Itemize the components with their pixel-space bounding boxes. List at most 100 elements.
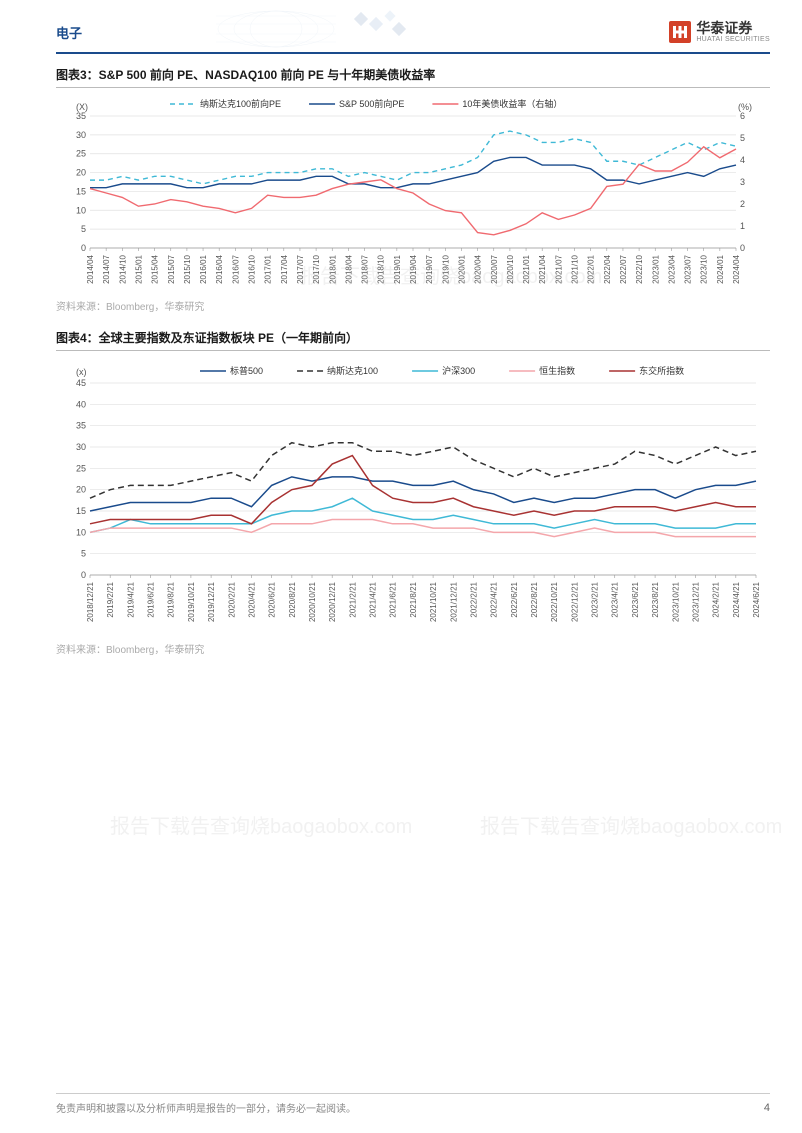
svg-text:2: 2 <box>740 199 745 209</box>
company-logo: 华泰证券 HUATAI SECURITIES <box>668 20 770 44</box>
svg-text:30: 30 <box>76 130 86 140</box>
svg-text:2019/07: 2019/07 <box>425 254 434 283</box>
svg-text:S&P 500前向PE: S&P 500前向PE <box>339 98 404 109</box>
svg-text:2017/04: 2017/04 <box>280 254 289 283</box>
svg-text:2018/12/21: 2018/12/21 <box>86 581 95 622</box>
svg-text:25: 25 <box>76 149 86 159</box>
svg-text:20: 20 <box>76 485 86 495</box>
svg-text:4: 4 <box>740 155 745 165</box>
svg-text:2021/04: 2021/04 <box>538 254 547 283</box>
svg-text:5: 5 <box>81 549 86 559</box>
svg-text:2020/10: 2020/10 <box>506 254 515 283</box>
svg-text:1: 1 <box>740 221 745 231</box>
svg-text:2021/01: 2021/01 <box>522 254 531 283</box>
svg-text:10: 10 <box>76 527 86 537</box>
svg-text:25: 25 <box>76 463 86 473</box>
svg-text:0: 0 <box>740 243 745 253</box>
svg-text:2021/4/21: 2021/4/21 <box>369 581 378 617</box>
svg-text:2018/07: 2018/07 <box>361 254 370 283</box>
chart3-title: 图表3：S&P 500 前向 PE、NASDAQ100 前向 PE 与十年期美债… <box>56 66 770 88</box>
logo-text-block: 华泰证券 HUATAI SECURITIES <box>696 21 770 43</box>
svg-text:2020/6/21: 2020/6/21 <box>268 581 277 617</box>
svg-text:2020/10/21: 2020/10/21 <box>308 581 317 622</box>
svg-text:2017/01: 2017/01 <box>264 254 273 283</box>
svg-text:纳斯达克100前向PE: 纳斯达克100前向PE <box>200 98 281 109</box>
page-footer: 免责声明和披露以及分析师声明是报告的一部分，请务必一起阅读。 4 <box>56 1093 770 1115</box>
svg-text:2024/2/21: 2024/2/21 <box>712 581 721 617</box>
header-rule <box>56 52 770 54</box>
svg-text:2020/8/21: 2020/8/21 <box>288 581 297 617</box>
svg-text:2020/07: 2020/07 <box>490 254 499 283</box>
svg-text:2019/4/21: 2019/4/21 <box>126 581 135 617</box>
footer-page-number: 4 <box>764 1102 770 1114</box>
svg-text:2022/01: 2022/01 <box>587 254 596 283</box>
svg-text:(%): (%) <box>738 102 752 112</box>
svg-text:2019/10: 2019/10 <box>441 254 450 283</box>
svg-text:恒生指数: 恒生指数 <box>539 365 575 376</box>
svg-text:2023/10/21: 2023/10/21 <box>671 581 680 622</box>
svg-text:3: 3 <box>740 177 745 187</box>
svg-text:35: 35 <box>76 421 86 431</box>
svg-text:2014/07: 2014/07 <box>102 254 111 283</box>
svg-text:2019/04: 2019/04 <box>409 254 418 283</box>
svg-text:2015/04: 2015/04 <box>151 254 160 283</box>
svg-text:2021/10: 2021/10 <box>571 254 580 283</box>
svg-text:2023/12/21: 2023/12/21 <box>691 581 700 622</box>
svg-text:2021/12/21: 2021/12/21 <box>449 581 458 622</box>
svg-text:2022/6/21: 2022/6/21 <box>510 581 519 617</box>
svg-text:2022/12/21: 2022/12/21 <box>570 581 579 622</box>
svg-text:2023/8/21: 2023/8/21 <box>651 581 660 617</box>
svg-text:2024/6/21: 2024/6/21 <box>752 581 761 617</box>
svg-text:2015/07: 2015/07 <box>167 254 176 283</box>
svg-text:2015/01: 2015/01 <box>134 254 143 283</box>
svg-text:2022/10: 2022/10 <box>635 254 644 283</box>
svg-text:6: 6 <box>740 111 745 121</box>
svg-text:2023/2/21: 2023/2/21 <box>591 581 600 617</box>
svg-text:2022/07: 2022/07 <box>619 254 628 283</box>
chart3-canvas: 051015202530350123456(X)(%)2014/042014/0… <box>56 94 770 294</box>
chart4-source: 资料来源：Bloomberg，华泰研究 <box>56 641 770 656</box>
svg-text:2024/01: 2024/01 <box>716 254 725 283</box>
svg-text:标普500: 标普500 <box>230 365 263 376</box>
svg-text:沪深300: 沪深300 <box>442 365 475 376</box>
svg-text:2021/8/21: 2021/8/21 <box>409 581 418 617</box>
svg-text:东交所指数: 东交所指数 <box>639 365 684 376</box>
svg-text:2020/4/21: 2020/4/21 <box>247 581 256 617</box>
svg-text:2022/10/21: 2022/10/21 <box>550 581 559 622</box>
svg-text:20: 20 <box>76 168 86 178</box>
watermark-3: 报告下载告查询烧baogaobox.com <box>480 810 782 839</box>
logo-icon <box>668 20 692 44</box>
svg-text:10: 10 <box>76 205 86 215</box>
svg-text:0: 0 <box>81 243 86 253</box>
svg-text:15: 15 <box>76 186 86 196</box>
svg-text:2019/2/21: 2019/2/21 <box>106 581 115 617</box>
svg-text:2023/04: 2023/04 <box>667 254 676 283</box>
svg-text:2021/10/21: 2021/10/21 <box>429 581 438 622</box>
svg-text:2020/01: 2020/01 <box>457 254 466 283</box>
svg-text:(x): (x) <box>76 367 87 377</box>
svg-text:2023/01: 2023/01 <box>651 254 660 283</box>
svg-text:2022/04: 2022/04 <box>603 254 612 283</box>
svg-text:35: 35 <box>76 111 86 121</box>
company-name: 华泰证券 <box>696 21 770 36</box>
svg-text:0: 0 <box>81 570 86 580</box>
svg-text:2022/2/21: 2022/2/21 <box>469 581 478 617</box>
chart3-block: 图表3：S&P 500 前向 PE、NASDAQ100 前向 PE 与十年期美债… <box>56 66 770 313</box>
header-decoration <box>216 10 456 48</box>
svg-text:2017/10: 2017/10 <box>312 254 321 283</box>
svg-text:2014/10: 2014/10 <box>118 254 127 283</box>
svg-text:2016/01: 2016/01 <box>199 254 208 283</box>
chart4-canvas: 051015202530354045(x)2018/12/212019/2/21… <box>56 357 770 637</box>
page-container: 电子 华泰证券 HUATAI SECURITIES 图表3：S&P 500 前向… <box>0 0 802 1133</box>
svg-text:2020/12/21: 2020/12/21 <box>328 581 337 622</box>
svg-text:5: 5 <box>81 224 86 234</box>
svg-text:10年美债收益率（右轴）: 10年美债收益率（右轴） <box>462 98 562 109</box>
svg-text:2022/8/21: 2022/8/21 <box>530 581 539 617</box>
footer-disclaimer: 免责声明和披露以及分析师声明是报告的一部分，请务必一起阅读。 <box>56 1100 356 1115</box>
chart4-title: 图表4：全球主要指数及东证指数板块 PE（一年期前向） <box>56 329 770 351</box>
svg-text:2015/10: 2015/10 <box>183 254 192 283</box>
section-label: 电子 <box>56 23 82 42</box>
svg-text:纳斯达克100: 纳斯达克100 <box>327 365 378 376</box>
svg-text:2018/10: 2018/10 <box>377 254 386 283</box>
svg-text:2023/10: 2023/10 <box>700 254 709 283</box>
